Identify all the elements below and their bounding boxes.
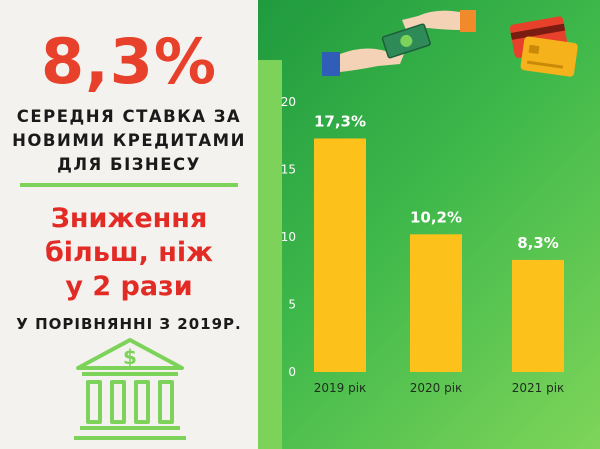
data-label: 17,3% <box>314 112 366 130</box>
x-tick-label: 2021 рік <box>512 381 565 395</box>
decrease-line: Зниження <box>50 203 208 234</box>
bank-icon: $ <box>74 338 186 440</box>
y-tick-label: 15 <box>281 163 296 177</box>
accent-strip <box>258 60 282 449</box>
bar-chart: 0 5 10 15 20 17,3% 2019 рік 10,2% 2020 рік 8,3% 20… <box>281 95 565 395</box>
subtitle-line: ДЛЯ БІЗНЕСУ <box>57 155 201 174</box>
headline-rate: 8,3% <box>41 25 217 98</box>
headline-subtitle: СЕРЕДНЯ СТАВКА ЗА НОВИМИ КРЕДИТАМИ ДЛЯ Б… <box>0 105 258 177</box>
subtitle-line: НОВИМИ КРЕДИТАМИ <box>12 131 246 150</box>
bar <box>314 138 366 372</box>
decrease-line: більш, ніж <box>44 237 214 268</box>
x-tick-label: 2019 рік <box>314 381 367 395</box>
data-label: 10,2% <box>410 208 462 226</box>
bar <box>410 234 462 372</box>
money-exchange-icon <box>322 10 476 76</box>
y-tick-label: 0 <box>288 365 296 379</box>
decrease-note: Зниження більш, ніж у 2 рази <box>0 202 258 304</box>
svg-text:$: $ <box>123 345 137 369</box>
comparison-note: У ПОРІВНЯННІ З 2019Р. <box>16 315 242 333</box>
x-tick-label: 2020 рік <box>410 381 463 395</box>
y-tick-label: 10 <box>281 230 296 244</box>
bar <box>512 259 564 372</box>
decrease-line: у 2 рази <box>65 271 193 302</box>
subtitle-line: СЕРЕДНЯ СТАВКА ЗА <box>16 107 242 126</box>
credit-cards-icon <box>509 16 578 77</box>
data-label: 8,3% <box>517 234 559 252</box>
divider <box>20 183 238 187</box>
y-tick-label: 20 <box>281 95 296 109</box>
y-tick-label: 5 <box>288 298 296 312</box>
